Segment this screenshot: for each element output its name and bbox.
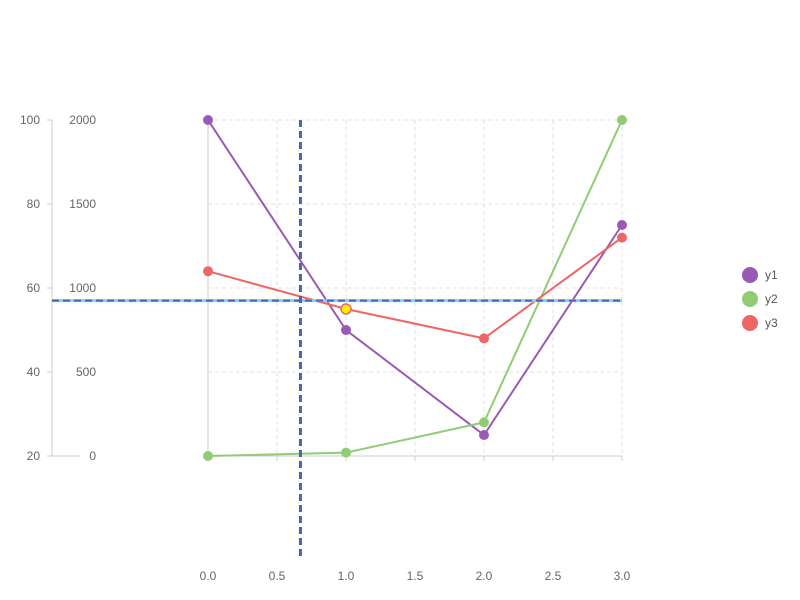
data-point-y3 bbox=[479, 333, 489, 344]
data-point-y2 bbox=[479, 417, 489, 428]
x-tick-label: 2.0 bbox=[476, 569, 493, 583]
legend-label-y2: y2 bbox=[765, 292, 778, 306]
y-right-tick-label: 0 bbox=[89, 449, 96, 463]
series-lines bbox=[203, 115, 627, 461]
data-point-y3 bbox=[203, 266, 213, 277]
x-tick-label: 3.0 bbox=[614, 569, 631, 583]
x-tick-label: 1.5 bbox=[407, 569, 424, 583]
data-point-y2 bbox=[617, 115, 627, 125]
series-line-y2 bbox=[207, 119, 623, 457]
data-point-y1 bbox=[203, 115, 213, 125]
y-right-tick-label: 2000 bbox=[69, 113, 96, 127]
axes: 0.0 0.5 1.0 1.5 2.0 2.5 3.02040608010005001000… bbox=[20, 113, 631, 583]
y-right-tick-label: 500 bbox=[76, 365, 96, 379]
y-left-tick-label: 80 bbox=[27, 197, 41, 211]
legend: y1 y2 y3 bbox=[742, 267, 778, 331]
y-left-tick-label: 20 bbox=[27, 449, 41, 463]
y-right-tick-label: 1500 bbox=[69, 197, 96, 211]
legend-marker-y2 bbox=[742, 291, 758, 307]
x-tick-label: 0.0 bbox=[200, 569, 217, 583]
series-line-y3 bbox=[207, 236, 623, 340]
data-point-y1 bbox=[341, 325, 351, 335]
data-point-y2 bbox=[341, 447, 351, 458]
series-line-y1 bbox=[207, 119, 623, 437]
crosshair bbox=[52, 120, 622, 556]
y-left-tick-label: 100 bbox=[20, 113, 40, 127]
y-left-tick-label: 60 bbox=[27, 281, 41, 295]
legend-marker-y1 bbox=[742, 267, 758, 283]
data-point-y2 bbox=[203, 451, 213, 461]
data-point-y1 bbox=[479, 430, 489, 440]
y-right-tick-label: 1000 bbox=[69, 281, 96, 295]
data-point-y3 bbox=[340, 303, 352, 315]
y-left-tick-label: 40 bbox=[27, 365, 41, 379]
x-tick-label: 1.0 bbox=[338, 569, 355, 583]
data-point-y1 bbox=[617, 220, 627, 230]
legend-marker-y3 bbox=[742, 315, 758, 331]
x-tick-label: 0.5 bbox=[269, 569, 286, 583]
legend-label-y3: y3 bbox=[765, 316, 778, 330]
data-point-y3 bbox=[617, 232, 627, 243]
x-tick-label: 2.5 bbox=[545, 569, 562, 583]
legend-label-y1: y1 bbox=[765, 268, 778, 282]
